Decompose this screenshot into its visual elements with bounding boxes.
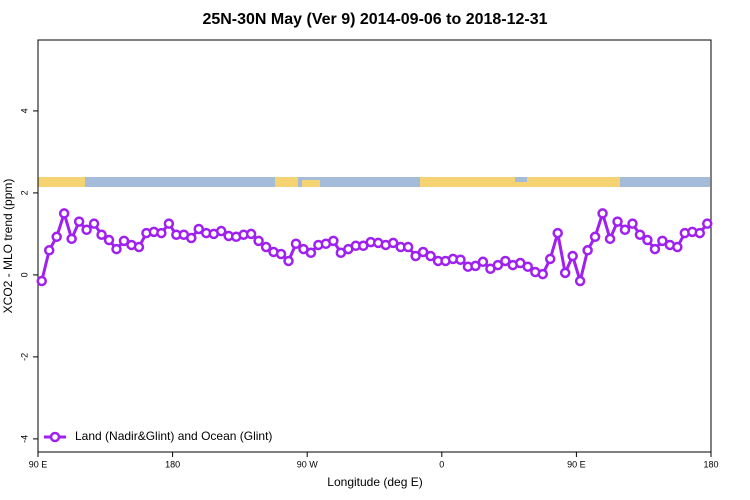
plot-frame [37,39,712,453]
point [283,255,294,267]
point [58,208,70,219]
point [634,229,646,240]
point [260,241,272,253]
point [425,250,436,262]
point [156,227,167,239]
x-tick-label: 90 E [29,459,48,469]
y-tick-label: -2 [19,353,29,361]
legend: Land (Nadir&Glint) and Ocean (Glint) [44,429,272,443]
point [544,253,556,265]
point [417,246,429,258]
point [402,241,414,253]
point [36,275,47,287]
legend-label: Land (Nadir&Glint) and Ocean (Glint) [75,429,272,443]
point [559,267,571,279]
point [387,237,399,249]
point [73,216,85,227]
point [96,229,107,240]
point [51,231,62,243]
y-tick-label: -4 [19,435,29,443]
x-axis-label: Longitude (deg E) [327,475,422,489]
point [649,243,661,255]
point [500,255,511,267]
point [103,234,115,246]
point [81,224,92,236]
point [410,250,421,262]
point [657,235,668,247]
point [567,250,578,262]
point [582,245,593,256]
point [66,233,77,245]
x-tick-label: 180 [703,459,718,469]
point [275,248,287,260]
point [470,260,481,272]
point [672,241,683,253]
x-tick-label: 90 E [567,459,586,469]
point [492,259,504,271]
legend-marker [49,431,61,443]
y-tick-label: 0 [19,272,29,277]
point [245,228,257,240]
point [111,243,122,255]
point [88,218,100,229]
point [215,225,227,237]
point [619,224,631,236]
point [694,227,706,239]
point [43,245,55,256]
x-tick-label: 0 [439,459,444,469]
point [328,235,339,247]
point [118,235,130,247]
y-axis-label: XCO2 - MLO trend (ppm) [1,179,15,314]
chart-title: 25N-30N May (Ver 9) 2014-09-06 to 2018-1… [202,11,547,28]
point [642,234,653,246]
point [604,233,616,245]
point [522,261,534,272]
point [477,256,489,268]
point [455,254,466,265]
point [133,241,145,253]
point [552,227,563,239]
point [612,216,623,227]
x-tick-label: 180 [165,459,180,469]
point [702,218,713,229]
point [574,275,586,287]
point [163,218,175,229]
y-tick-label: 2 [19,190,29,195]
point [290,238,302,249]
point [186,232,197,244]
point [597,208,608,219]
x-tick-label: 90 W [297,459,319,469]
point [253,235,264,247]
point [193,223,205,235]
point [305,247,317,259]
point [537,268,548,280]
y-tick-label: 4 [19,108,29,113]
point [589,231,601,243]
map-strip [38,177,710,187]
point [627,218,638,229]
